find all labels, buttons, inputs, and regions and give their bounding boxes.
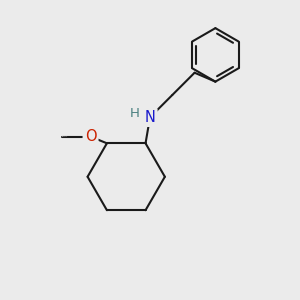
Text: N: N bbox=[145, 110, 155, 125]
Text: O: O bbox=[85, 129, 96, 144]
Text: methoxy: methoxy bbox=[62, 135, 69, 136]
Text: H: H bbox=[130, 107, 140, 120]
